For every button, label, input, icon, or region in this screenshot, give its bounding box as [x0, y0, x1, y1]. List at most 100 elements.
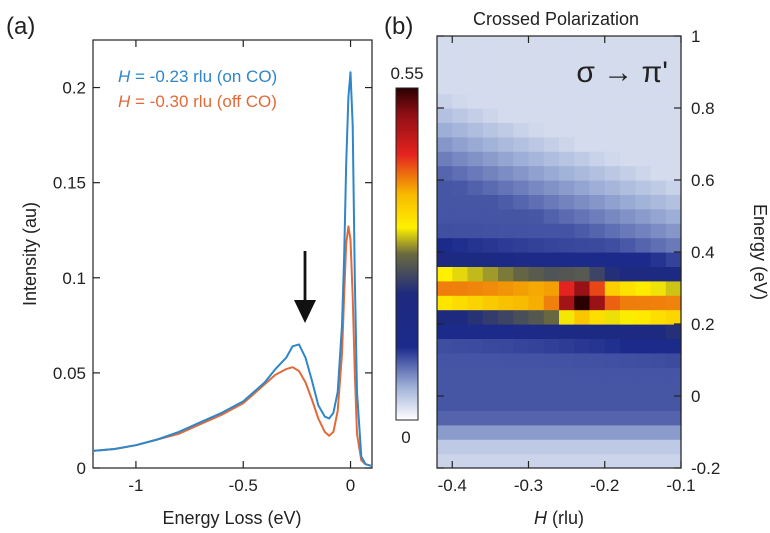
heatmap-cell	[665, 36, 682, 51]
heatmap-cell	[650, 295, 667, 311]
heatmap-cell	[437, 367, 453, 383]
heatmap-cell	[452, 122, 469, 138]
heatmap-cell	[437, 223, 453, 239]
heatmap-cell	[620, 64, 636, 80]
heatmap-cell	[620, 396, 636, 411]
heatmap-cell	[528, 194, 545, 210]
heatmap-cell	[528, 367, 545, 383]
heatmap-cell	[467, 295, 484, 311]
heatmap-cell	[559, 266, 575, 282]
heatmap-cell	[452, 280, 469, 296]
heatmap-cell	[635, 180, 652, 195]
heatmap-cell	[482, 194, 499, 210]
heatmap-cell	[650, 309, 667, 325]
heatmap-cell	[528, 79, 545, 95]
heatmap-cell	[650, 410, 667, 426]
heatmap-cell	[452, 352, 469, 368]
heatmap-cell	[604, 223, 621, 239]
heatmap-cell	[437, 165, 453, 181]
heatmap-cell	[543, 180, 560, 195]
heatmap-cell	[513, 237, 530, 253]
heatmap-cell	[574, 338, 591, 354]
heatmap-cell	[482, 295, 499, 311]
heatmap-cell	[482, 122, 499, 138]
heatmap-cell	[498, 223, 514, 239]
heatmap-cell	[467, 194, 484, 210]
heatmap-cell	[467, 453, 484, 469]
heatmap-cell	[467, 396, 484, 411]
heatmap-cell	[665, 266, 682, 282]
heatmap-cell	[650, 424, 667, 440]
colorbar-min-label: 0	[401, 428, 410, 447]
heatmap-cell	[543, 410, 560, 426]
heatmap-cell	[467, 93, 484, 109]
heatmap-cell	[650, 381, 667, 397]
heatmap-cell	[452, 223, 469, 239]
heatmap-cell	[559, 122, 575, 138]
heatmap-cell	[543, 295, 560, 311]
heatmap-cell	[635, 165, 652, 181]
panel-b-xtick-label: -0.2	[590, 476, 619, 495]
heatmap-cell	[482, 252, 499, 267]
heatmap-cell	[513, 324, 530, 339]
heatmap-cell	[574, 122, 591, 138]
heatmap-cell	[513, 208, 530, 224]
heatmap-cell	[589, 396, 606, 411]
heatmap-cell	[650, 151, 667, 167]
heatmap-cell	[589, 108, 606, 123]
heatmap-cell	[437, 439, 453, 455]
heatmap-cell	[452, 338, 469, 354]
heatmap-cell	[498, 136, 514, 152]
heatmap-cell	[559, 180, 575, 195]
heatmap-cell	[620, 309, 636, 325]
heatmap-cell	[543, 93, 560, 109]
heatmap-cell	[498, 266, 514, 282]
heatmap-cell	[604, 252, 621, 267]
heatmap-cell	[513, 266, 530, 282]
heatmap-cell	[467, 424, 484, 440]
heatmap-cell	[650, 208, 667, 224]
panel-b-xlabel: H (rlu)	[534, 508, 584, 528]
heatmap-cell	[437, 194, 453, 210]
heatmap-cell	[467, 309, 484, 325]
heatmap-cell	[513, 180, 530, 195]
heatmap-cell	[604, 165, 621, 181]
heatmap-cell	[528, 295, 545, 311]
heatmap-cell	[513, 136, 530, 152]
heatmap-cell	[589, 64, 606, 80]
heatmap-cell	[574, 280, 591, 296]
heatmap-cell	[452, 180, 469, 195]
heatmap-cell	[452, 295, 469, 311]
heatmap-cell	[452, 50, 469, 66]
heatmap-cell	[452, 108, 469, 123]
heatmap-cell	[437, 396, 453, 411]
heatmap-cell	[437, 410, 453, 426]
heatmap-cell	[650, 237, 667, 253]
heatmap-cell	[452, 453, 469, 469]
heatmap-cell	[620, 165, 636, 181]
panel-b-ytick-label: 0.8	[691, 99, 715, 118]
heatmap-cell	[559, 223, 575, 239]
heatmap-cell	[452, 424, 469, 440]
heatmap-cell	[635, 352, 652, 368]
heatmap-cell	[437, 295, 453, 311]
heatmap-cell	[589, 367, 606, 383]
heatmap-cell	[559, 396, 575, 411]
heatmap-cell	[513, 165, 530, 181]
panel-a-ytick-label: 0	[77, 459, 86, 478]
heatmap-cell	[482, 36, 499, 51]
heatmap-cell	[467, 122, 484, 138]
heatmap-cell	[635, 295, 652, 311]
heatmap-cell	[482, 237, 499, 253]
heatmap-cell	[620, 381, 636, 397]
heatmap-cell	[543, 453, 560, 469]
heatmap-cell	[559, 252, 575, 267]
heatmap-cell	[482, 79, 499, 95]
heatmap-cell	[543, 79, 560, 95]
heatmap-cell	[498, 352, 514, 368]
heatmap-cell	[620, 194, 636, 210]
heatmap-cell	[498, 324, 514, 339]
heatmap-cell	[482, 396, 499, 411]
heatmap-cell	[482, 424, 499, 440]
heatmap-cell	[589, 295, 606, 311]
